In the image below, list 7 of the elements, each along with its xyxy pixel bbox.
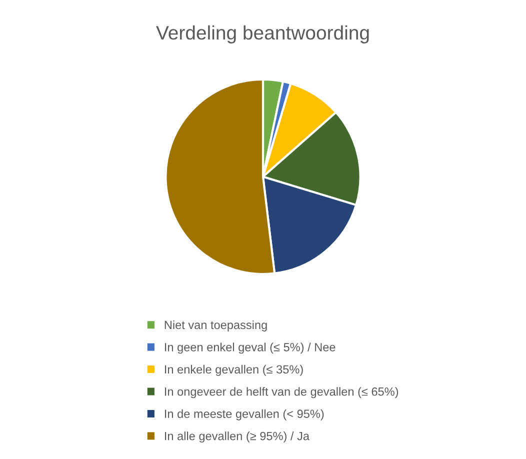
legend-label: In de meeste gevallen (< 95%) [165, 409, 324, 420]
legend-label: In ongeveer de helft van de gevallen (≤ 65%) [165, 387, 398, 398]
legend-label: In alle gevallen (≥ 95%) / Ja [165, 432, 310, 443]
legend-label: In enkele gevallen (≤ 35%) [165, 364, 303, 376]
legend-label: In geen enkel geval (≤ 5%) / Nee [165, 342, 336, 354]
chart-title: Verdeling beantwoording [156, 25, 369, 44]
legend-label: Niet van toepassing [164, 320, 267, 332]
